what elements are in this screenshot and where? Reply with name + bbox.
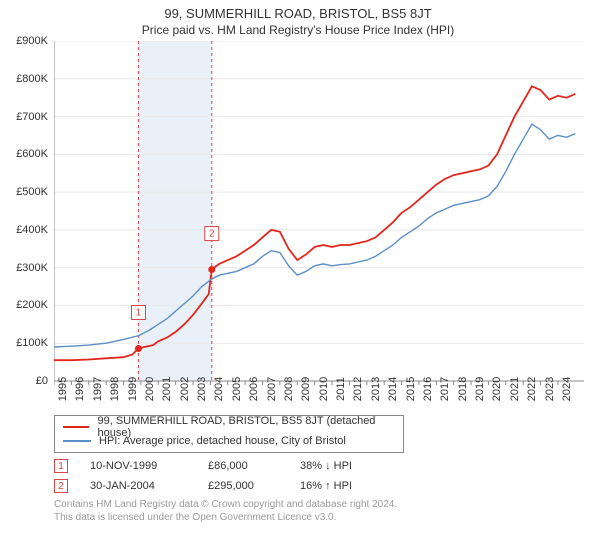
x-axis-label: 2011 (335, 377, 347, 401)
x-axis-label: 1996 (74, 377, 86, 401)
datapoint-badge: 1 (54, 459, 68, 473)
y-axis-label: £800K (16, 73, 48, 85)
svg-text:1: 1 (136, 308, 142, 319)
datapoint-price: £295,000 (208, 480, 278, 492)
x-axis-label: 2007 (266, 377, 278, 401)
legend-label-secondary: HPI: Average price, detached house, City… (99, 435, 346, 447)
x-axis-label: 2001 (161, 377, 173, 401)
y-axis-label: £200K (16, 299, 48, 311)
legend-swatch-secondary (63, 440, 91, 442)
chart-subtitle: Price paid vs. HM Land Registry's House … (6, 23, 590, 37)
x-axis-label: 2006 (248, 377, 260, 401)
x-axis-label: 2012 (352, 377, 364, 401)
x-axis-label: 2016 (422, 377, 434, 401)
x-axis-label: 2005 (231, 377, 243, 401)
y-axis-label: £300K (16, 262, 48, 274)
x-axis-label: 1995 (57, 377, 69, 401)
x-axis-label: 2000 (144, 377, 156, 401)
y-axis-label: £900K (16, 35, 48, 47)
svg-text:2: 2 (209, 229, 215, 240)
x-axis-label: 2008 (283, 377, 295, 401)
datapoint-relation: 16% ↑ HPI (300, 480, 390, 492)
x-axis-label: 2014 (387, 377, 399, 401)
x-axis-label: 2003 (196, 377, 208, 401)
y-axis-label: £100K (16, 337, 48, 349)
x-axis-label: 1999 (127, 377, 139, 401)
x-axis-label: 1997 (92, 377, 104, 401)
legend-swatch-primary (63, 426, 89, 428)
x-axis-label: 2004 (213, 377, 225, 401)
x-axis-label: 2009 (300, 377, 312, 401)
datapoint-date: 30-JAN-2004 (90, 480, 186, 492)
attribution: Contains HM Land Registry data © Crown c… (54, 499, 590, 524)
x-axis-label: 2024 (561, 377, 573, 401)
chart-title: 99, SUMMERHILL ROAD, BRISTOL, BS5 8JT (6, 6, 590, 21)
datapoint-badge: 2 (54, 479, 68, 493)
x-axis-label: 2015 (405, 377, 417, 401)
attribution-line: Contains HM Land Registry data © Crown c… (54, 499, 590, 512)
x-axis-label: 2017 (439, 377, 451, 401)
y-axis-label: £500K (16, 186, 48, 198)
price-chart-svg: 12 (54, 41, 584, 411)
x-axis-label: 2002 (179, 377, 191, 401)
x-axis-label: 2013 (370, 377, 382, 401)
x-axis-label: 2022 (526, 377, 538, 401)
x-axis-label: 2018 (457, 377, 469, 401)
y-axis-label: £400K (16, 224, 48, 236)
attribution-line: This data is licensed under the Open Gov… (54, 512, 590, 525)
x-axis-label: 2023 (544, 377, 556, 401)
datapoint-price: £86,000 (208, 460, 278, 472)
datapoint-row: 1 10-NOV-1999 £86,000 38% ↓ HPI (54, 459, 590, 473)
chart-area: 12 £0£100K£200K£300K£400K£500K£600K£700K… (6, 41, 588, 411)
y-axis-label: £700K (16, 111, 48, 123)
datapoint-row: 2 30-JAN-2004 £295,000 16% ↑ HPI (54, 479, 590, 493)
y-axis-label: £600K (16, 148, 48, 160)
x-axis-label: 2019 (474, 377, 486, 401)
y-axis-label: £0 (36, 375, 48, 387)
datapoints-table: 1 10-NOV-1999 £86,000 38% ↓ HPI 2 30-JAN… (54, 459, 590, 493)
x-axis-label: 2010 (318, 377, 330, 401)
legend-row-primary: 99, SUMMERHILL ROAD, BRISTOL, BS5 8JT (d… (63, 420, 395, 434)
x-axis-label: 2021 (509, 377, 521, 401)
x-axis-label: 2020 (491, 377, 503, 401)
datapoint-date: 10-NOV-1999 (90, 460, 186, 472)
x-axis-label: 1998 (109, 377, 121, 401)
legend: 99, SUMMERHILL ROAD, BRISTOL, BS5 8JT (d… (54, 415, 404, 453)
legend-row-secondary: HPI: Average price, detached house, City… (63, 434, 395, 448)
chart-container: 99, SUMMERHILL ROAD, BRISTOL, BS5 8JT Pr… (0, 0, 600, 560)
datapoint-relation: 38% ↓ HPI (300, 460, 390, 472)
